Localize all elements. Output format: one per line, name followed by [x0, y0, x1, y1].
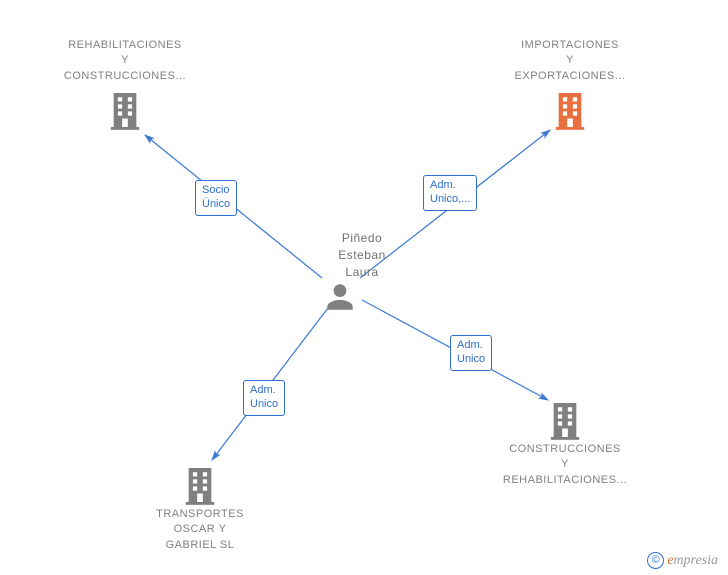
edge-line	[360, 130, 550, 278]
node-label: TRANSPORTESOSCAR YGABRIEL SL	[130, 507, 270, 553]
center-label: PiñedoEstebanLaura	[322, 230, 402, 280]
node-label: REHABILITACIONESYCONSTRUCCIONES...	[55, 38, 195, 84]
building-icon	[183, 465, 217, 510]
node-label: CONSTRUCCIONESYREHABILITACIONES...	[495, 442, 635, 488]
node-label: IMPORTACIONESYEXPORTACIONES...	[500, 38, 640, 84]
copyright-icon: ©	[647, 552, 664, 569]
watermark: ©empresia	[647, 551, 718, 569]
edge-line	[212, 308, 328, 460]
building-icon	[548, 400, 582, 445]
building-icon	[553, 90, 587, 135]
edge-label: SocioÚnico	[195, 180, 237, 216]
edge-line	[145, 135, 322, 278]
building-icon	[108, 90, 142, 135]
edge-label: Adm.Unico	[243, 380, 285, 416]
edge-label: Adm.Unico,...	[423, 175, 477, 211]
edge-line	[362, 300, 548, 400]
edges-layer	[0, 0, 728, 575]
person-icon	[323, 280, 357, 319]
edge-label: Adm.Unico	[450, 335, 492, 371]
watermark-rest: mpresia	[673, 553, 718, 568]
